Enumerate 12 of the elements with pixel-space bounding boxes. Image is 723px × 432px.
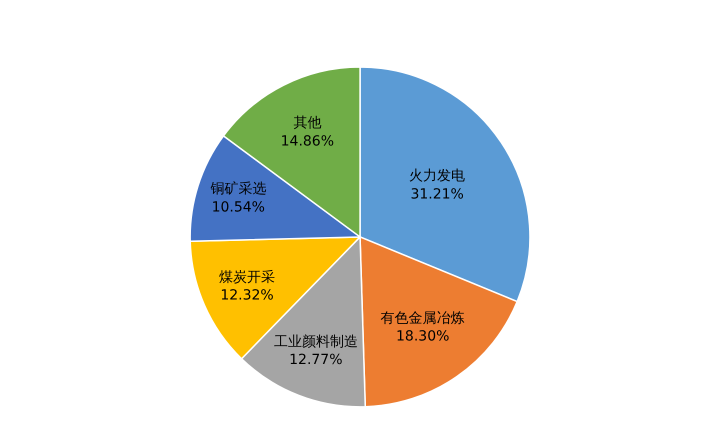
data-label: 14.86%: [280, 133, 334, 150]
data-label: 18.30%: [396, 328, 450, 345]
slice-label: 火力发电: [409, 168, 466, 184]
slice-label: 工业颜料制造: [274, 334, 358, 350]
data-label: 12.77%: [289, 352, 343, 368]
slice-label: 煤炭开采: [219, 269, 276, 286]
slice-label: 有色金属冶炼: [380, 310, 465, 326]
slice-label: 其他: [293, 115, 322, 132]
data-label: 31.21%: [410, 186, 464, 202]
data-label: 10.54%: [212, 199, 265, 216]
slice-label: 铜矿采选: [209, 181, 266, 198]
data-label: 12.32%: [220, 287, 274, 304]
